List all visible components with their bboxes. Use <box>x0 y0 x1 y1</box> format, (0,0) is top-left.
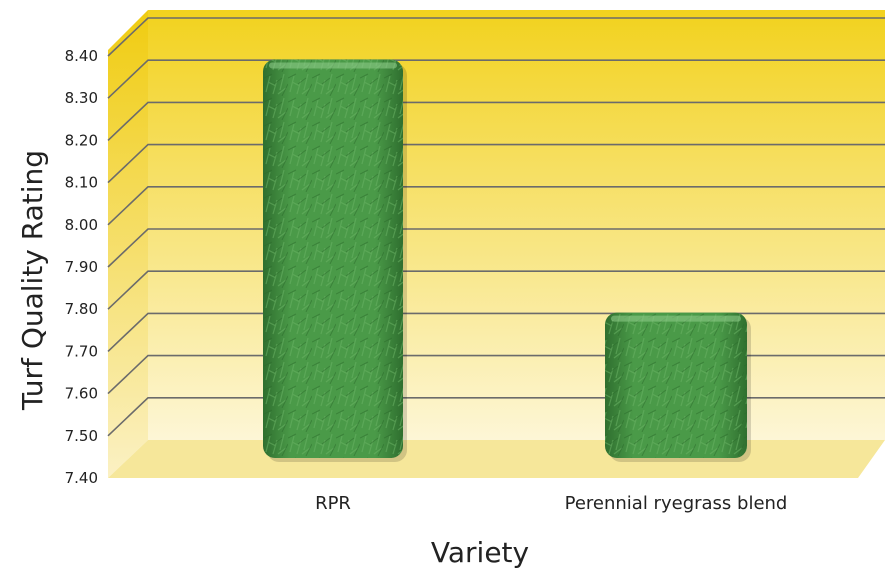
gridline <box>107 270 885 310</box>
x-axis-category-labels: RPR Perennial ryegrass blend <box>315 493 787 514</box>
y-tick-label: 7.90 <box>65 258 98 276</box>
y-tick-label: 8.40 <box>65 47 98 65</box>
bar-1 <box>263 59 407 462</box>
y-tick-label: 8.10 <box>65 174 98 192</box>
gridline <box>107 186 885 226</box>
x-category-label: Perennial ryegrass blend <box>565 493 788 514</box>
gridline <box>107 228 885 268</box>
bars <box>263 59 751 462</box>
chart-back-wall <box>148 10 885 440</box>
y-tick-label: 7.40 <box>65 469 98 487</box>
bar-highlight <box>611 315 741 322</box>
gridline <box>107 59 885 99</box>
bar-texture <box>263 59 403 458</box>
y-tick-label: 8.00 <box>65 216 98 234</box>
bar-2 <box>605 312 751 462</box>
bar-highlight <box>269 62 397 69</box>
y-tick-label: 7.60 <box>65 385 98 403</box>
y-tick-label: 7.50 <box>65 427 98 445</box>
chart-floor <box>108 440 885 478</box>
x-category-label: RPR <box>315 493 351 514</box>
chart-left-wall <box>108 10 148 478</box>
bar-texture <box>605 312 747 458</box>
y-tick-label: 8.30 <box>65 89 98 107</box>
x-axis-title: Variety <box>431 536 529 569</box>
y-tick-label: 7.80 <box>65 300 98 318</box>
y-tick-label: 8.20 <box>65 131 98 149</box>
gridline <box>107 143 885 184</box>
gridline <box>107 101 885 141</box>
y-axis-title: Turf Quality Rating <box>16 150 49 411</box>
y-axis-tick-labels: 7.40 7.50 7.60 7.70 7.80 7.90 8.00 8.10 8.20 8.30… <box>65 47 98 487</box>
gridline <box>107 17 885 57</box>
y-tick-label: 7.70 <box>65 342 98 360</box>
